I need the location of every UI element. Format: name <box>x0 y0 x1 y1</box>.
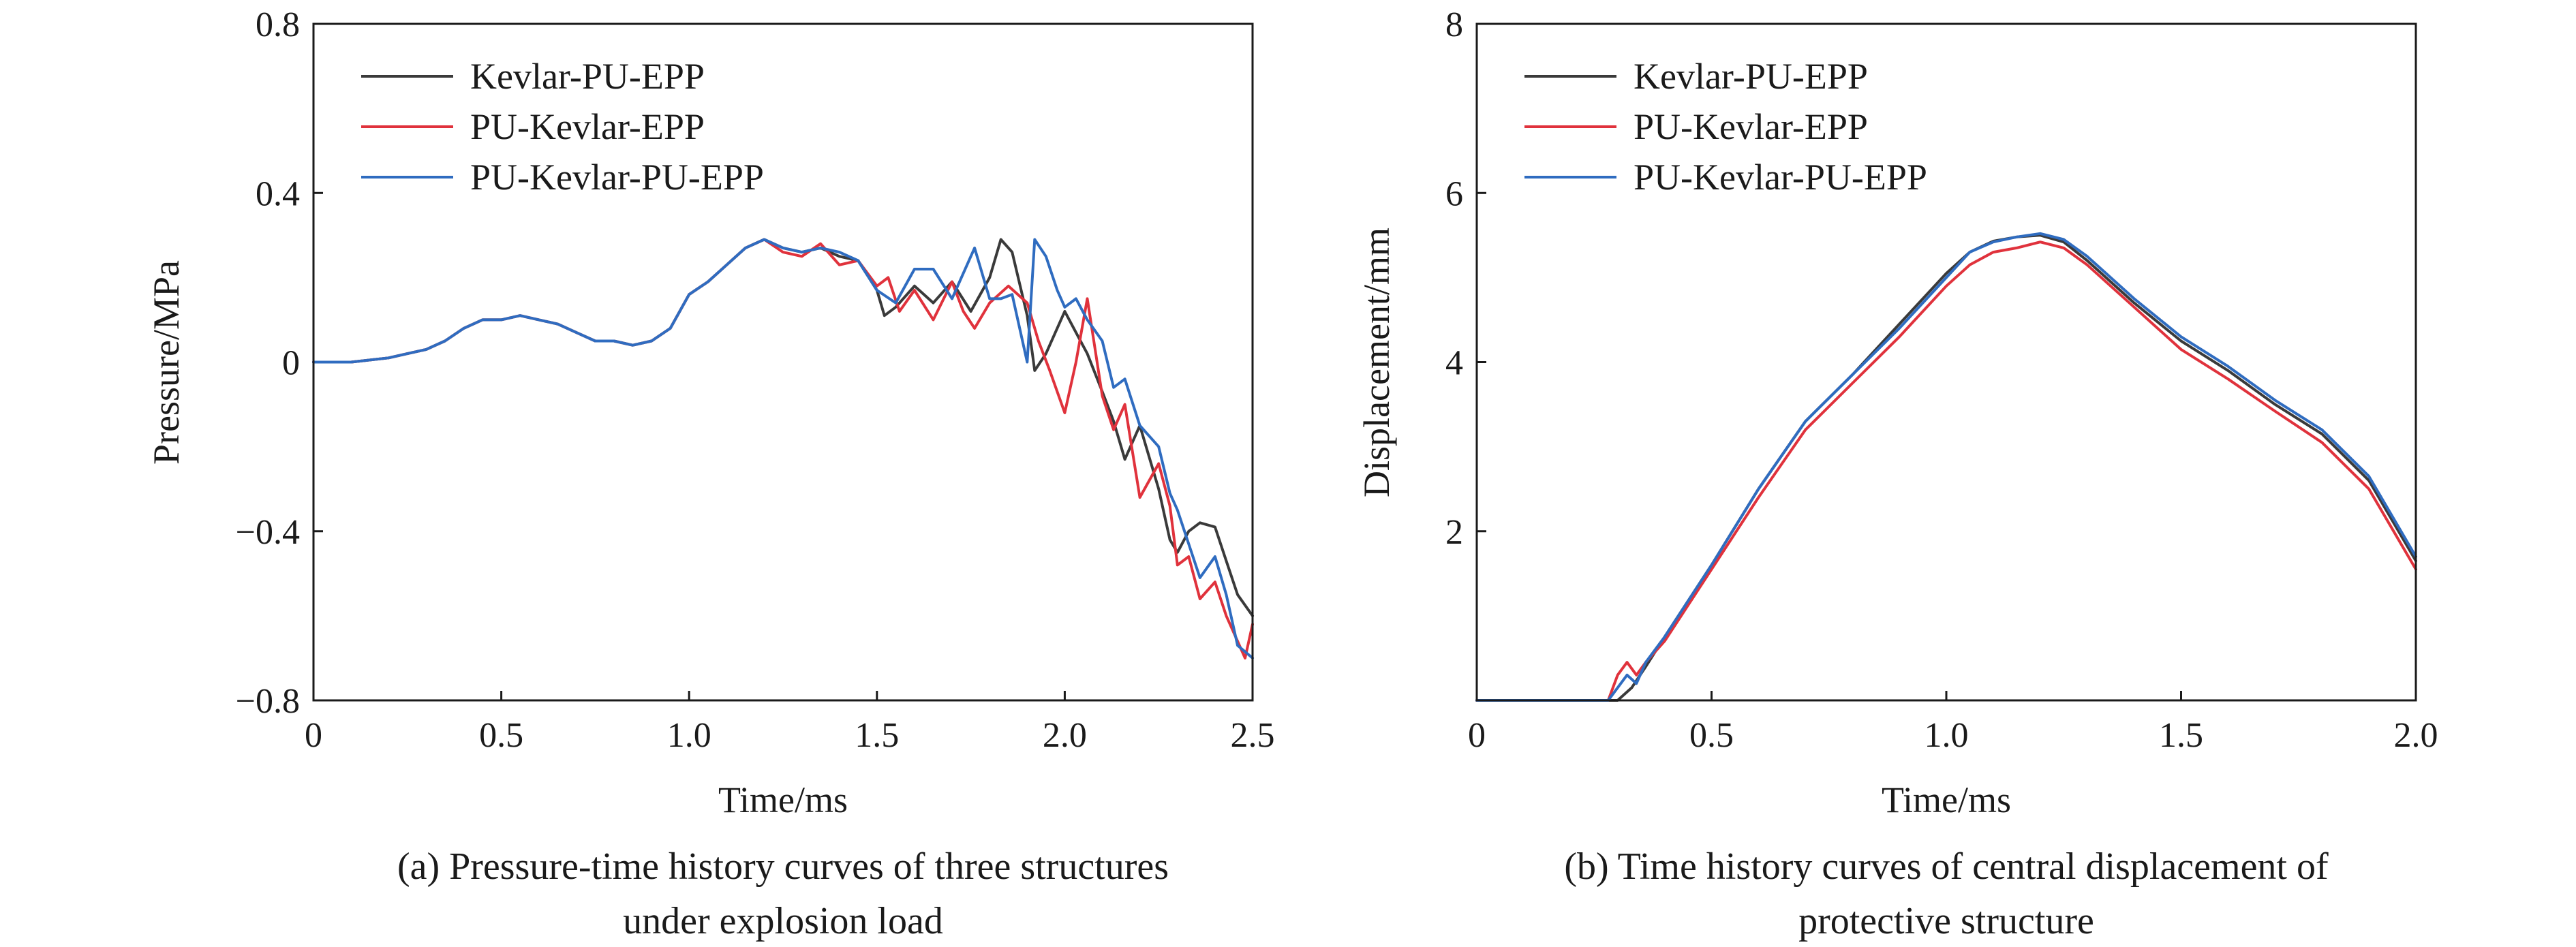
pressure-y-tick-label: −0.8 <box>236 682 300 721</box>
pressure-legend-label-pu-kevlar-epp: PU-Kevlar-EPP <box>470 106 705 147</box>
pressure-legend-label-pu-kevlar-pu-epp: PU-Kevlar-PU-EPP <box>470 157 764 198</box>
displacement-caption-line-1: (b) Time history curves of central displ… <box>1564 845 2329 888</box>
displacement-series-pu-kevlar-epp <box>1475 240 2417 702</box>
pressure-series-pu-kevlar-pu-epp <box>312 238 1254 659</box>
pressure-y-axis-label: Pressure/MPa <box>146 260 187 465</box>
displacement-legend-label-pu-kevlar-pu-epp: PU-Kevlar-PU-EPP <box>1634 157 1927 198</box>
pressure-y-tick-label: 0 <box>282 344 300 383</box>
pressure-legend-label-kevlar-pu-epp: Kevlar-PU-EPP <box>470 56 705 97</box>
pressure-chart-ticks: 0 0.5 1.0 1.5 2.0 2.5 −0.8 −0.4 0 0.4 0.8 <box>236 5 1275 755</box>
displacement-chart-frame <box>1475 22 2417 702</box>
displacement-chart-panel: 0 0.5 1.0 1.5 2.0 2 4 6 8 Kevlar-PU-EPP PU-Kevlar… <box>1356 5 2438 942</box>
displacement-x-tick-label: 0.5 <box>1689 716 1734 755</box>
displacement-x-tick-label: 2.0 <box>2394 716 2438 755</box>
displacement-caption-line-2: protective structure <box>1798 900 2094 942</box>
displacement-y-tick-label: 4 <box>1445 344 1463 383</box>
pressure-y-tick-label: 0.8 <box>256 5 300 44</box>
displacement-y-tick-label: 8 <box>1445 5 1463 44</box>
displacement-y-axis-label: Displacement/mm <box>1356 228 1397 497</box>
pressure-x-tick-label: 2.5 <box>1231 716 1275 755</box>
displacement-y-tick-label: 6 <box>1445 174 1463 213</box>
pressure-chart-frame <box>312 22 1254 702</box>
displacement-x-tick-label: 1.0 <box>1925 716 1969 755</box>
displacement-chart-ticks: 0 0.5 1.0 1.5 2.0 2 4 6 8 <box>1445 5 2438 755</box>
pressure-x-tick-label: 0.5 <box>479 716 523 755</box>
displacement-x-tick-label: 0 <box>1468 716 1486 755</box>
pressure-x-tick-label: 2.0 <box>1043 716 1087 755</box>
pressure-chart-series <box>312 238 1254 659</box>
pressure-y-tick-label: 0.4 <box>256 174 300 213</box>
displacement-series-pu-kevlar-pu-epp <box>1475 232 2417 702</box>
pressure-chart-panel: 0 0.5 1.0 1.5 2.0 2.5 −0.8 −0.4 0 0.4 0.8 Kevlar-P… <box>146 5 1275 942</box>
displacement-x-axis-label: Time/ms <box>1882 779 2011 820</box>
pressure-caption-line-1: (a) Pressure-time history curves of thre… <box>397 845 1169 888</box>
displacement-legend-label-kevlar-pu-epp: Kevlar-PU-EPP <box>1634 56 1868 97</box>
pressure-x-tick-label: 0 <box>305 716 322 755</box>
pressure-x-axis-label: Time/ms <box>718 779 848 820</box>
displacement-chart-legend: Kevlar-PU-EPP PU-Kevlar-EPP PU-Kevlar-PU-E… <box>1524 56 1927 198</box>
pressure-chart-legend: Kevlar-PU-EPP PU-Kevlar-EPP PU-Kevlar-PU-E… <box>361 56 764 198</box>
displacement-x-tick-label: 1.5 <box>2159 716 2203 755</box>
displacement-legend-label-pu-kevlar-epp: PU-Kevlar-EPP <box>1634 106 1868 147</box>
displacement-y-tick-label: 2 <box>1445 513 1463 552</box>
pressure-y-tick-label: −0.4 <box>236 513 300 552</box>
pressure-caption-line-2: under explosion load <box>623 900 943 942</box>
pressure-x-tick-label: 1.5 <box>855 716 899 755</box>
displacement-chart-series <box>1475 232 2417 702</box>
pressure-x-tick-label: 1.0 <box>667 716 711 755</box>
